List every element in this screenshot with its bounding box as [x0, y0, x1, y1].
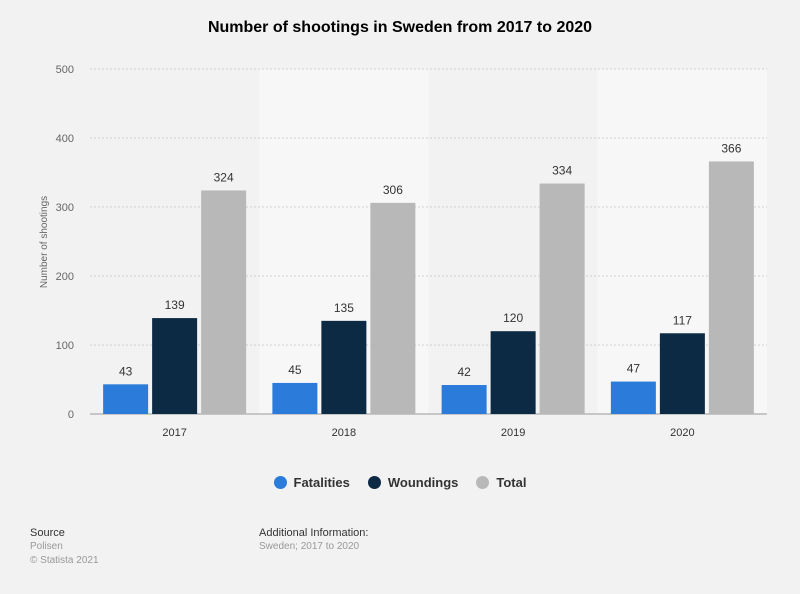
data-label: 120 [503, 311, 523, 325]
legend-item-woundings[interactable]: Woundings [367, 475, 459, 490]
data-label: 47 [627, 362, 641, 376]
bar-woundings-2017 [152, 318, 198, 414]
data-label: 324 [214, 170, 234, 184]
legend-label: Fatalities [293, 475, 350, 490]
y-tick-label: 300 [56, 202, 74, 214]
y-tick-label: 500 [56, 64, 74, 76]
bar-woundings-2020 [659, 333, 705, 414]
legend-marker-icon [273, 476, 287, 489]
legend-marker-icon [367, 476, 381, 489]
source-heading: Source [30, 527, 65, 539]
chart-title: Number of shootings in Sweden from 2017 … [207, 19, 593, 36]
bar-fatalities-2020 [610, 381, 656, 414]
data-label: 45 [288, 363, 302, 377]
y-tick-label: 200 [56, 271, 74, 283]
data-label: 366 [721, 141, 741, 155]
legend-marker-icon [476, 476, 490, 489]
bar-woundings-2018 [321, 320, 367, 414]
legend-label: Total [496, 475, 527, 490]
additional-info-text: Sweden; 2017 to 2020 [259, 541, 360, 552]
data-label: 42 [457, 365, 471, 379]
bar-total-2017 [201, 190, 247, 414]
legend: Fatalities Woundings Total [0, 475, 800, 490]
bar-total-2020 [708, 161, 754, 414]
x-tick-label: 2018 [332, 427, 356, 439]
x-tick-label: 2017 [162, 427, 186, 439]
additional-info-block: Additional Information: Sweden; 2017 to … [259, 526, 368, 554]
bar-fatalities-2017 [103, 384, 149, 414]
legend-item-total[interactable]: Total [476, 475, 526, 490]
x-tick-label: 2020 [670, 427, 694, 439]
y-tick-label: 0 [68, 409, 74, 421]
copyright[interactable]: © Statista 2021 [30, 555, 99, 566]
y-tick-label: 100 [56, 340, 74, 352]
data-label: 306 [383, 183, 403, 197]
additional-info-heading: Additional Information: [259, 527, 369, 539]
data-label: 135 [334, 301, 354, 315]
data-label: 43 [119, 364, 133, 378]
axis-ticks: 0 100 200 300 400 500 2017 2018 2019 2020 [56, 64, 695, 439]
bar-fatalities-2018 [272, 382, 318, 414]
x-tick-label: 2019 [501, 427, 525, 439]
data-label: 139 [165, 298, 185, 312]
data-labels: 43 139 324 45 135 306 42 120 334 47 117 366 [119, 141, 742, 379]
source-name[interactable]: Polisen [30, 541, 63, 552]
y-tick-label: 400 [56, 133, 74, 145]
data-label: 117 [673, 313, 692, 327]
legend-item-fatalities[interactable]: Fatalities [273, 475, 350, 490]
bar-chart: 43 139 324 45 135 306 42 120 334 47 117 366 0 100 200… [39, 64, 767, 439]
bar-total-2019 [539, 183, 585, 414]
bar-woundings-2019 [490, 331, 536, 414]
bar-fatalities-2019 [441, 385, 487, 414]
data-label: 334 [552, 164, 572, 178]
legend-label: Woundings [387, 475, 459, 490]
bars [103, 161, 754, 414]
bar-total-2018 [370, 202, 416, 414]
source-block: Source Polisen © Statista 2021 [30, 526, 99, 568]
y-axis-title: Number of shootings [39, 196, 50, 288]
